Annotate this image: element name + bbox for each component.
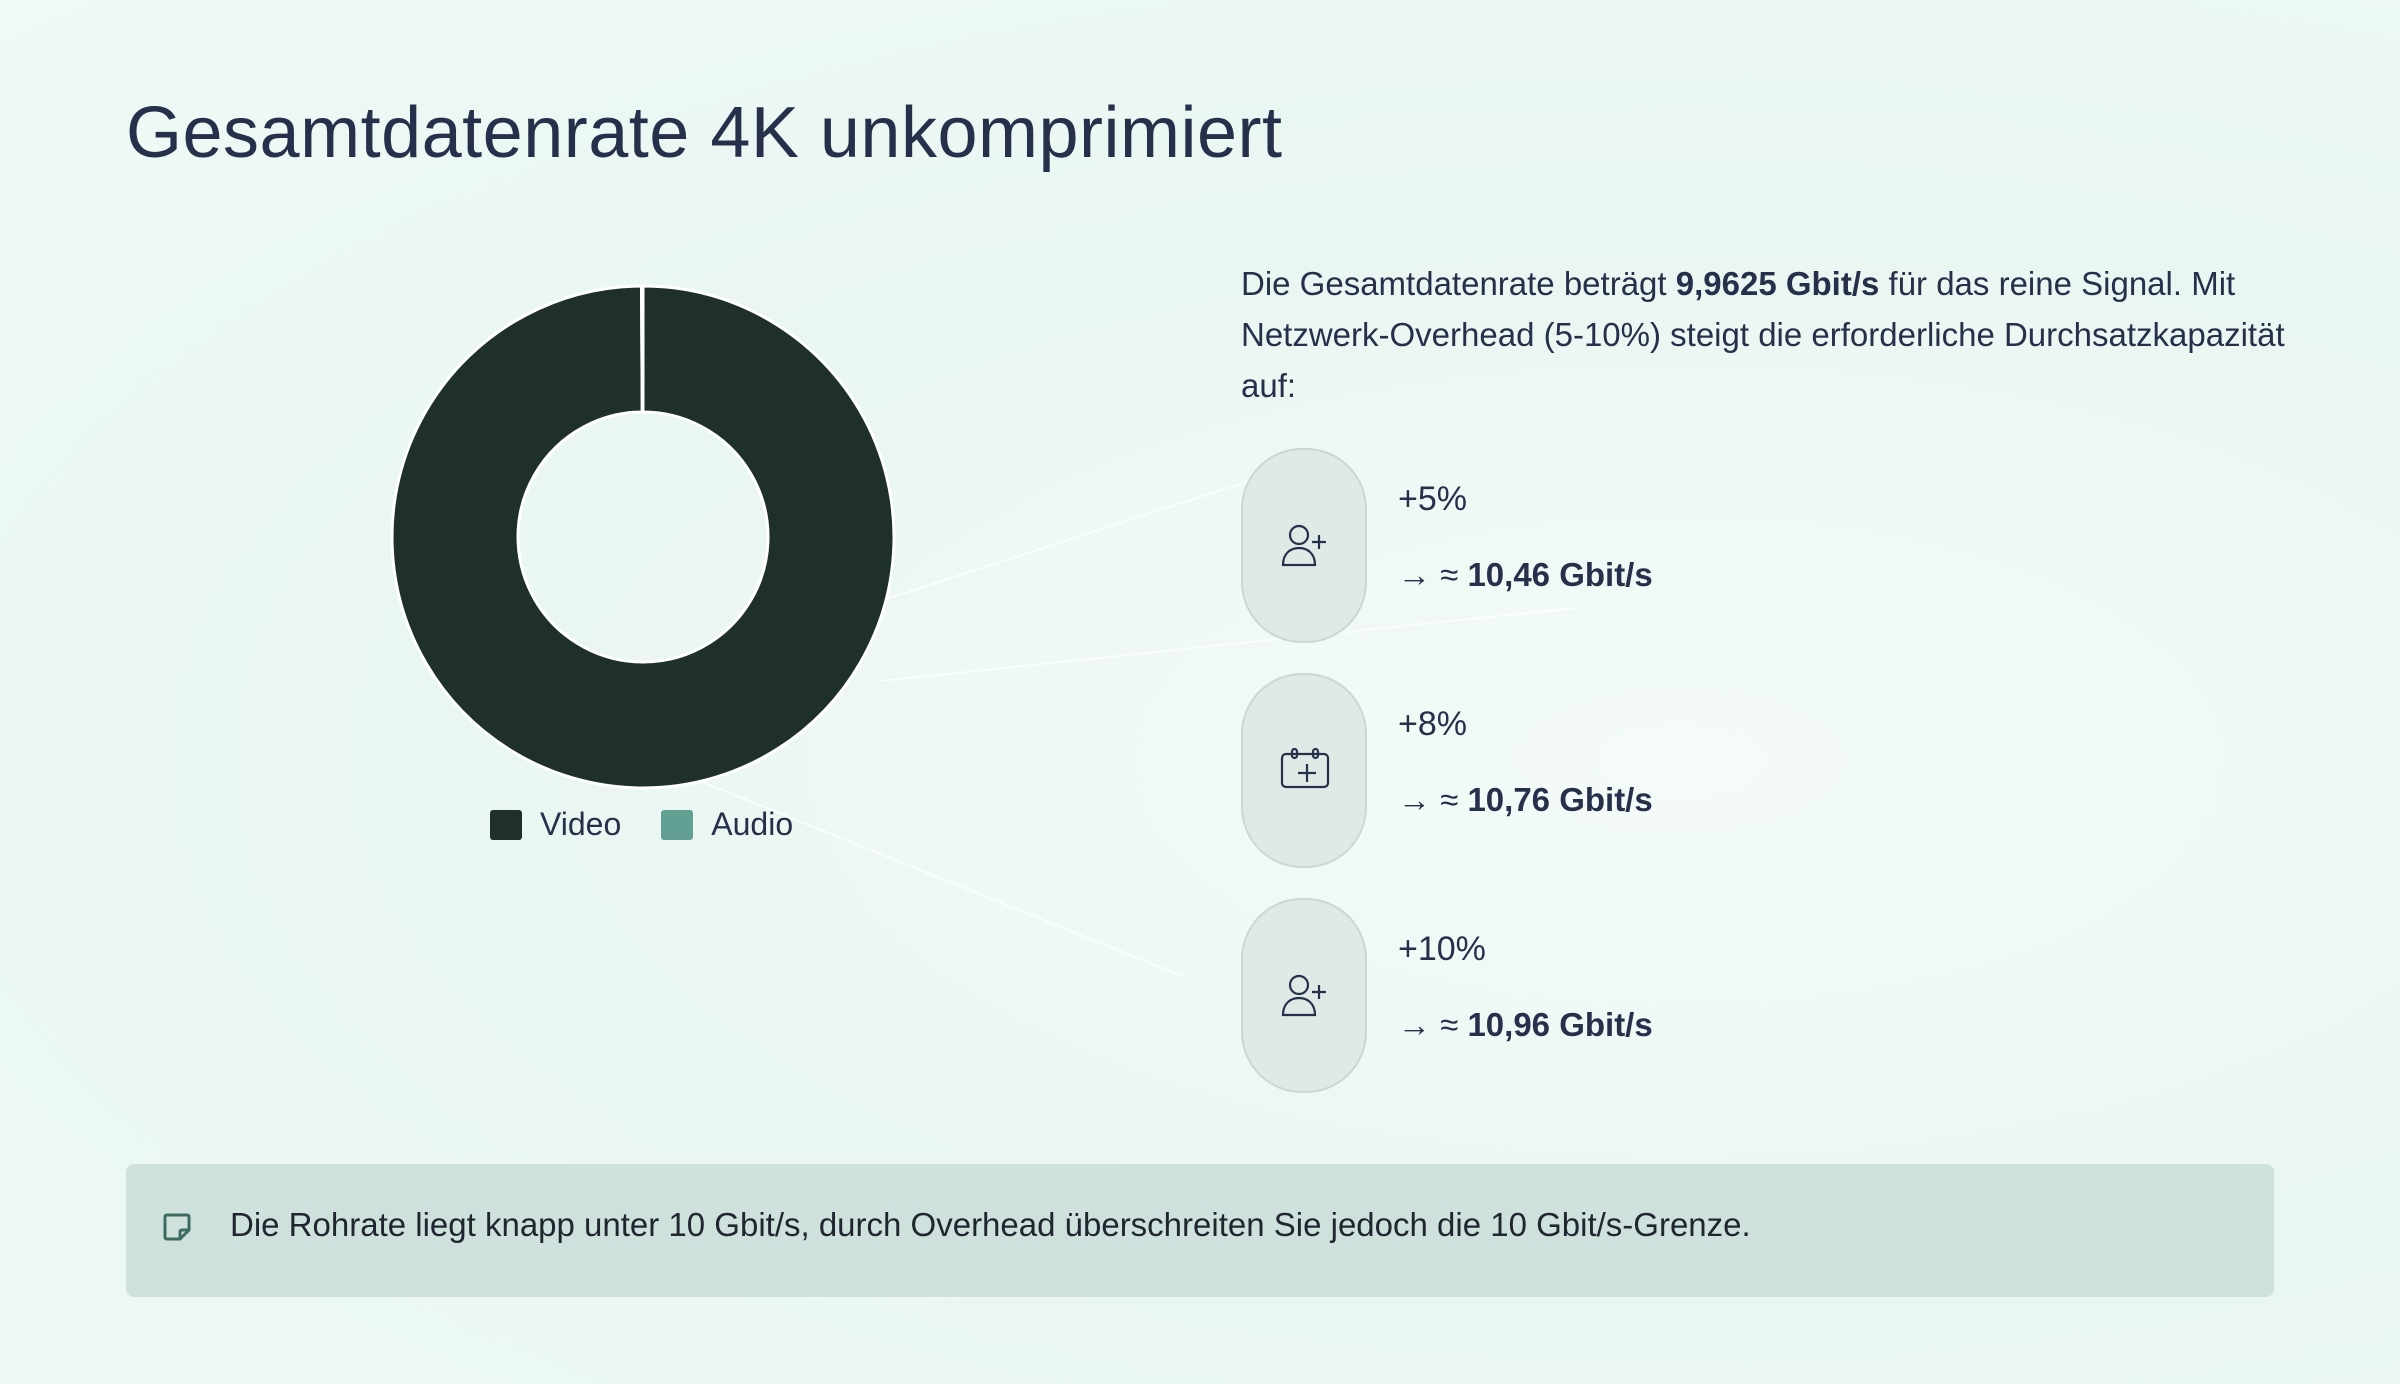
intro-before: Die Gesamtdatenrate beträgt <box>1241 265 1676 302</box>
overhead-item: +8% → ≈ 10,76 Gbit/s <box>1241 673 2141 868</box>
arrow-approx: → ≈ <box>1398 1006 1468 1043</box>
legend-item-video[interactable]: Video <box>490 806 621 843</box>
intro-total-rate: 9,9625 Gbit/s <box>1675 265 1880 302</box>
legend-swatch-audio <box>661 809 694 840</box>
intro-text: Die Gesamtdatenrate beträgt 9,9625 Gbit/… <box>1241 258 2301 411</box>
donut-slice-video[interactable] <box>390 284 896 790</box>
overhead-value: 10,96 Gbit/s <box>1467 1006 1653 1043</box>
chart-legend: Video Audio <box>490 806 793 843</box>
overhead-value: 10,76 Gbit/s <box>1467 781 1653 818</box>
icon-pill <box>1241 898 1367 1093</box>
overhead-percent: +10% <box>1398 930 1486 968</box>
arrow-approx: → ≈ <box>1398 781 1468 818</box>
legend-label: Video <box>540 806 622 842</box>
legend-swatch-video <box>490 809 522 840</box>
overhead-result: → ≈ 10,76 Gbit/s <box>1398 781 1653 819</box>
intro-after: für das reine Signal. Mit Netzwerk-Overh… <box>1241 265 2285 404</box>
background-line <box>880 470 1281 602</box>
overhead-item: +5% → ≈ 10,46 Gbit/s <box>1241 448 2141 643</box>
overhead-percent: +5% <box>1398 480 1467 518</box>
overhead-item: +10% → ≈ 10,96 Gbit/s <box>1241 898 2141 1093</box>
icon-pill <box>1241 448 1367 643</box>
calendar-plus-icon <box>1280 747 1330 788</box>
donut-chart <box>390 284 896 790</box>
donut-slice-audio[interactable] <box>639 284 645 414</box>
note-text: Die Rohrate liegt knapp unter 10 Gbit/s,… <box>230 1206 1751 1243</box>
overhead-percent: +8% <box>1398 705 1467 743</box>
overhead-result: → ≈ 10,96 Gbit/s <box>1398 1006 1653 1044</box>
note-box: Die Rohrate liegt knapp unter 10 Gbit/s,… <box>126 1164 2274 1297</box>
legend-item-audio[interactable]: Audio <box>661 806 793 843</box>
icon-pill <box>1241 673 1367 868</box>
overhead-value: 10,46 Gbit/s <box>1467 556 1653 593</box>
arrow-approx: → ≈ <box>1398 556 1468 593</box>
legend-label: Audio <box>711 806 794 842</box>
overhead-result: → ≈ 10,46 Gbit/s <box>1398 556 1653 594</box>
user-plus-icon <box>1281 974 1326 1016</box>
user-plus-icon <box>1281 524 1326 566</box>
page-title: Gesamtdatenrate 4K unkomprimiert <box>126 93 1283 173</box>
sticky-note-icon <box>163 1213 191 1241</box>
